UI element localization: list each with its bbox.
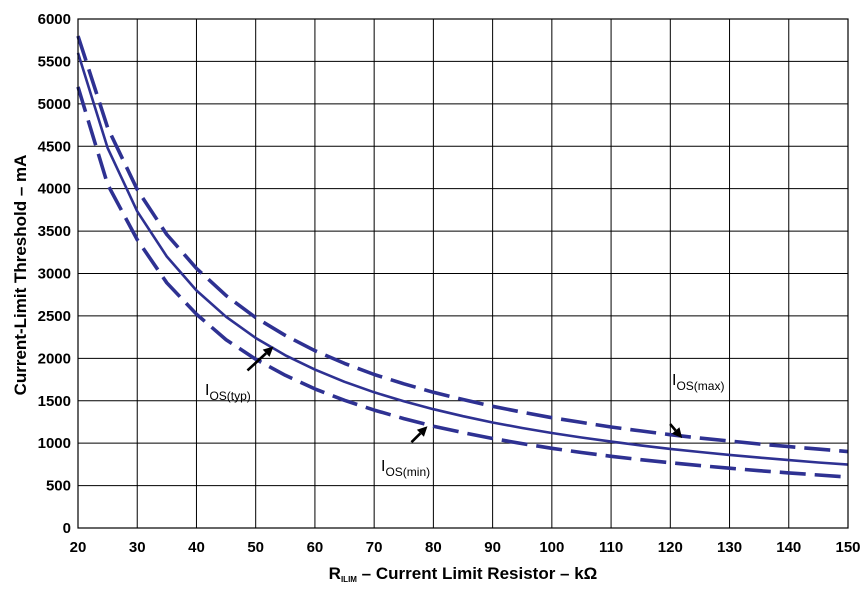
x-tick-label: 50 xyxy=(247,539,264,556)
x-tick-label: 130 xyxy=(717,539,742,556)
x-axis-label-main: R xyxy=(329,564,341,583)
annotation-label-sub: OS(max) xyxy=(676,379,724,393)
annotation-label: IOS(typ) xyxy=(205,382,251,403)
y-tick-label: 500 xyxy=(46,478,71,495)
annotation-label-sub: OS(typ) xyxy=(209,389,250,403)
annotation-label: IOS(max) xyxy=(672,372,724,393)
x-tick-label: 60 xyxy=(307,539,324,556)
y-tick-label: 3000 xyxy=(38,266,71,283)
y-tick-label: 2500 xyxy=(38,308,71,325)
x-tick-label: 100 xyxy=(539,539,564,556)
x-tick-label: 20 xyxy=(70,539,87,556)
x-axis-label: RILIM – Current Limit Resistor – kΩ xyxy=(329,564,598,584)
y-tick-label: 5500 xyxy=(38,53,71,70)
annotation-label: IOS(min) xyxy=(381,458,430,479)
series-line-ios-typ xyxy=(76,52,849,466)
annotation-label-main: I xyxy=(205,382,209,399)
annotation-arrow-shaft xyxy=(410,432,422,444)
series-line-ios-min xyxy=(76,86,849,479)
x-tick-label: 40 xyxy=(188,539,205,556)
y-tick-label: 6000 xyxy=(38,11,71,28)
plot-border xyxy=(77,18,849,529)
x-tick-label: 80 xyxy=(425,539,442,556)
annotation-arrow-shaft xyxy=(246,352,267,372)
annotation-label-main: I xyxy=(381,458,385,475)
annotation-arrow-head xyxy=(416,426,428,437)
annotation-labels: IOS(typ)IOS(min)IOS(max) xyxy=(205,372,724,479)
y-tick-label: 4500 xyxy=(38,138,71,155)
grid xyxy=(77,18,849,529)
x-tick-labels: 20 30 40 50 60 70 80 90 100 110 120 130 140 150 xyxy=(70,539,861,556)
annotation-arrow-shaft xyxy=(669,423,677,432)
annotation-label-sub: OS(min) xyxy=(385,465,430,479)
y-tick-label: 5000 xyxy=(38,96,71,113)
annotation-arrow-head xyxy=(671,427,683,439)
annotation-label-main: I xyxy=(672,372,676,389)
curves xyxy=(76,35,849,479)
y-tick-label: 2000 xyxy=(38,350,71,367)
annotation-arrow-head xyxy=(262,346,274,357)
annotation-arrows xyxy=(246,346,683,444)
x-tick-label: 90 xyxy=(484,539,501,556)
y-tick-labels: 0 500 1000 1500 2000 2500 3000 3500 4000 4500 5000… xyxy=(38,11,71,537)
x-tick-label: 150 xyxy=(835,539,860,556)
y-tick-label: 3500 xyxy=(38,223,71,240)
x-tick-label: 110 xyxy=(599,539,623,556)
x-axis-label-sub: ILIM xyxy=(341,575,357,584)
x-tick-label: 70 xyxy=(366,539,383,556)
x-tick-label: 140 xyxy=(776,539,801,556)
x-axis-label-rest: – Current Limit Resistor – kΩ xyxy=(357,564,597,583)
x-tick-label: 120 xyxy=(658,539,683,556)
x-tick-label: 30 xyxy=(129,539,146,556)
y-tick-label: 1000 xyxy=(38,435,71,452)
y-tick-label: 0 xyxy=(63,520,71,537)
y-tick-label: 4000 xyxy=(38,181,71,198)
series-line-ios-max xyxy=(76,35,849,454)
y-tick-label: 1500 xyxy=(38,393,71,410)
y-axis-label: Current-Limit Threshold – mA xyxy=(11,155,30,396)
